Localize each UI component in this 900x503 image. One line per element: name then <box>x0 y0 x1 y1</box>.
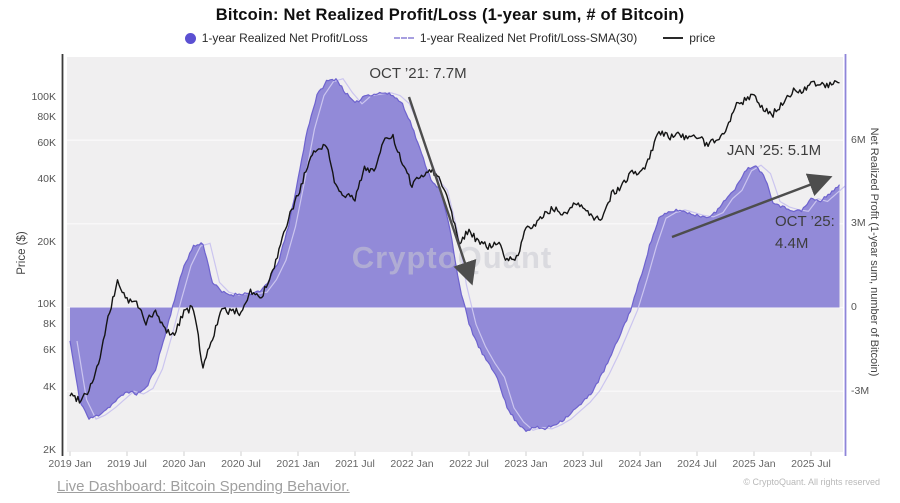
legend-label: 1-year Realized Net Profit/Loss <box>201 31 368 45</box>
chart-legend: 1-year Realized Net Profit/Loss 1-year R… <box>0 31 900 45</box>
annotation-oct25-line1: OCT ’25: <box>775 213 835 230</box>
net-axis-tick-label: 3M <box>851 217 866 230</box>
down-trend-arrow <box>407 96 477 286</box>
annotation-oct25: OCT ’25: 4.4M <box>775 211 835 255</box>
price-axis-tick-label: 60K <box>37 136 56 149</box>
x-axis-tick-label: 2020 Jan <box>162 458 206 470</box>
legend-dashed-line-icon <box>393 37 414 39</box>
price-axis-tick-label: 40K <box>37 173 56 186</box>
copyright-text: © CryptoQuant. All rights reserved <box>743 477 880 487</box>
x-axis-tick-label: 2020 Jul <box>221 458 261 470</box>
annotation-oct21: OCT ’21: 7.7M <box>369 65 467 82</box>
legend-dot-icon <box>184 32 196 44</box>
x-axis-tick-label: 2019 Jul <box>107 458 147 470</box>
price-line <box>69 80 840 404</box>
legend-label: price <box>689 31 716 45</box>
x-axis-tick-label: 2023 Jan <box>504 458 548 470</box>
legend-line-icon <box>663 37 684 39</box>
watermark: CryptoQuant <box>352 240 552 275</box>
x-axis-tick-label: 2024 Jan <box>618 458 662 470</box>
net-profit-line <box>69 78 840 432</box>
price-axis-tick-label: 2K <box>43 443 56 456</box>
x-axis-tick-label: 2019 Jan <box>48 458 92 470</box>
legend-label: 1-year Realized Net Profit/Loss-SMA(30) <box>419 31 638 45</box>
x-axis-tick-label: 2024 Jul <box>677 458 717 470</box>
up-trend-arrow <box>671 173 833 239</box>
legend-item-price[interactable]: price <box>663 31 715 45</box>
annotation-oct25-line2: 4.4M <box>775 235 809 252</box>
price-axis-tick-label: 8K <box>43 318 56 331</box>
price-axis-tick-label: 20K <box>37 235 56 248</box>
legend-item-net-profit-loss[interactable]: 1-year Realized Net Profit/Loss <box>184 31 368 45</box>
price-axis-tick-label: 100K <box>31 90 56 103</box>
x-axis-tick-label: 2025 Jul <box>791 458 831 470</box>
x-axis-tick-label: 2021 Jul <box>335 458 375 470</box>
price-axis-tick-label: 10K <box>37 298 56 311</box>
chart-title: Bitcoin: Net Realized Profit/Loss (1-yea… <box>215 6 685 24</box>
price-axis-tick-label: 80K <box>37 110 56 123</box>
price-axis-tick-label: 6K <box>43 344 56 357</box>
x-axis-tick-label: 2022 Jan <box>390 458 434 470</box>
net-axis-tick-label: 6M <box>851 133 866 146</box>
x-axis-tick-label: 2025 Jan <box>732 458 776 470</box>
net-profit-area <box>70 78 840 432</box>
net-axis-tick-label: -3M <box>851 384 870 397</box>
x-axis-tick-label: 2022 Jul <box>449 458 489 470</box>
net-axis-tick-label: 0 <box>851 301 857 313</box>
x-axis-tick-marks <box>69 451 812 456</box>
x-axis-tick-label: 2023 Jul <box>563 458 603 470</box>
x-axis-tick-label: 2021 Jan <box>276 458 320 470</box>
price-axis-tick-label: 4K <box>43 380 56 393</box>
annotation-jan25: JAN ’25: 5.1M <box>726 142 822 159</box>
legend-item-sma[interactable]: 1-year Realized Net Profit/Loss-SMA(30) <box>393 31 638 45</box>
live-dashboard-link[interactable]: Live Dashboard: Bitcoin Spending Behavio… <box>57 478 350 495</box>
